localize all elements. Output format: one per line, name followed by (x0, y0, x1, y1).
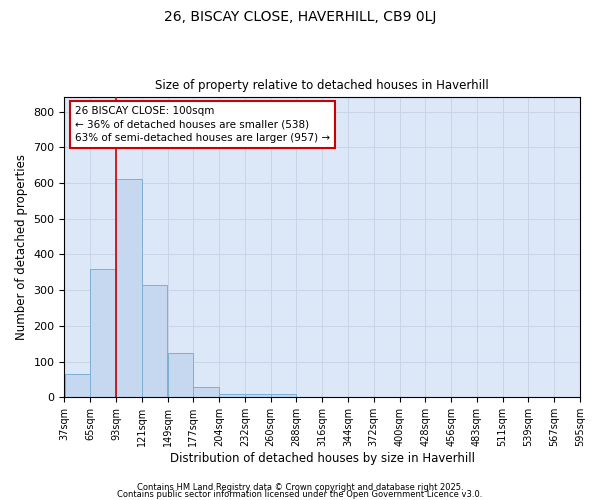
X-axis label: Distribution of detached houses by size in Haverhill: Distribution of detached houses by size … (170, 452, 475, 465)
Bar (116, 180, 142, 398)
Bar (91, 269, 116, 398)
Text: Contains public sector information licensed under the Open Government Licence v3: Contains public sector information licen… (118, 490, 482, 499)
Bar (167, 352, 193, 398)
Bar (245, 394, 271, 398)
Text: Contains HM Land Registry data © Crown copyright and database right 2025.: Contains HM Land Registry data © Crown c… (137, 484, 463, 492)
Text: 26 BISCAY CLOSE: 100sqm
← 36% of detached houses are smaller (538)
63% of semi-d: 26 BISCAY CLOSE: 100sqm ← 36% of detache… (75, 106, 330, 142)
Bar (193, 388, 219, 398)
Text: 26, BISCAY CLOSE, HAVERHILL, CB9 0LJ: 26, BISCAY CLOSE, HAVERHILL, CB9 0LJ (164, 10, 436, 24)
Bar (271, 394, 296, 398)
Bar (142, 285, 167, 398)
Y-axis label: Number of detached properties: Number of detached properties (15, 154, 28, 340)
Bar (65, 374, 90, 398)
Title: Size of property relative to detached houses in Haverhill: Size of property relative to detached ho… (155, 79, 489, 92)
Bar (219, 394, 245, 398)
